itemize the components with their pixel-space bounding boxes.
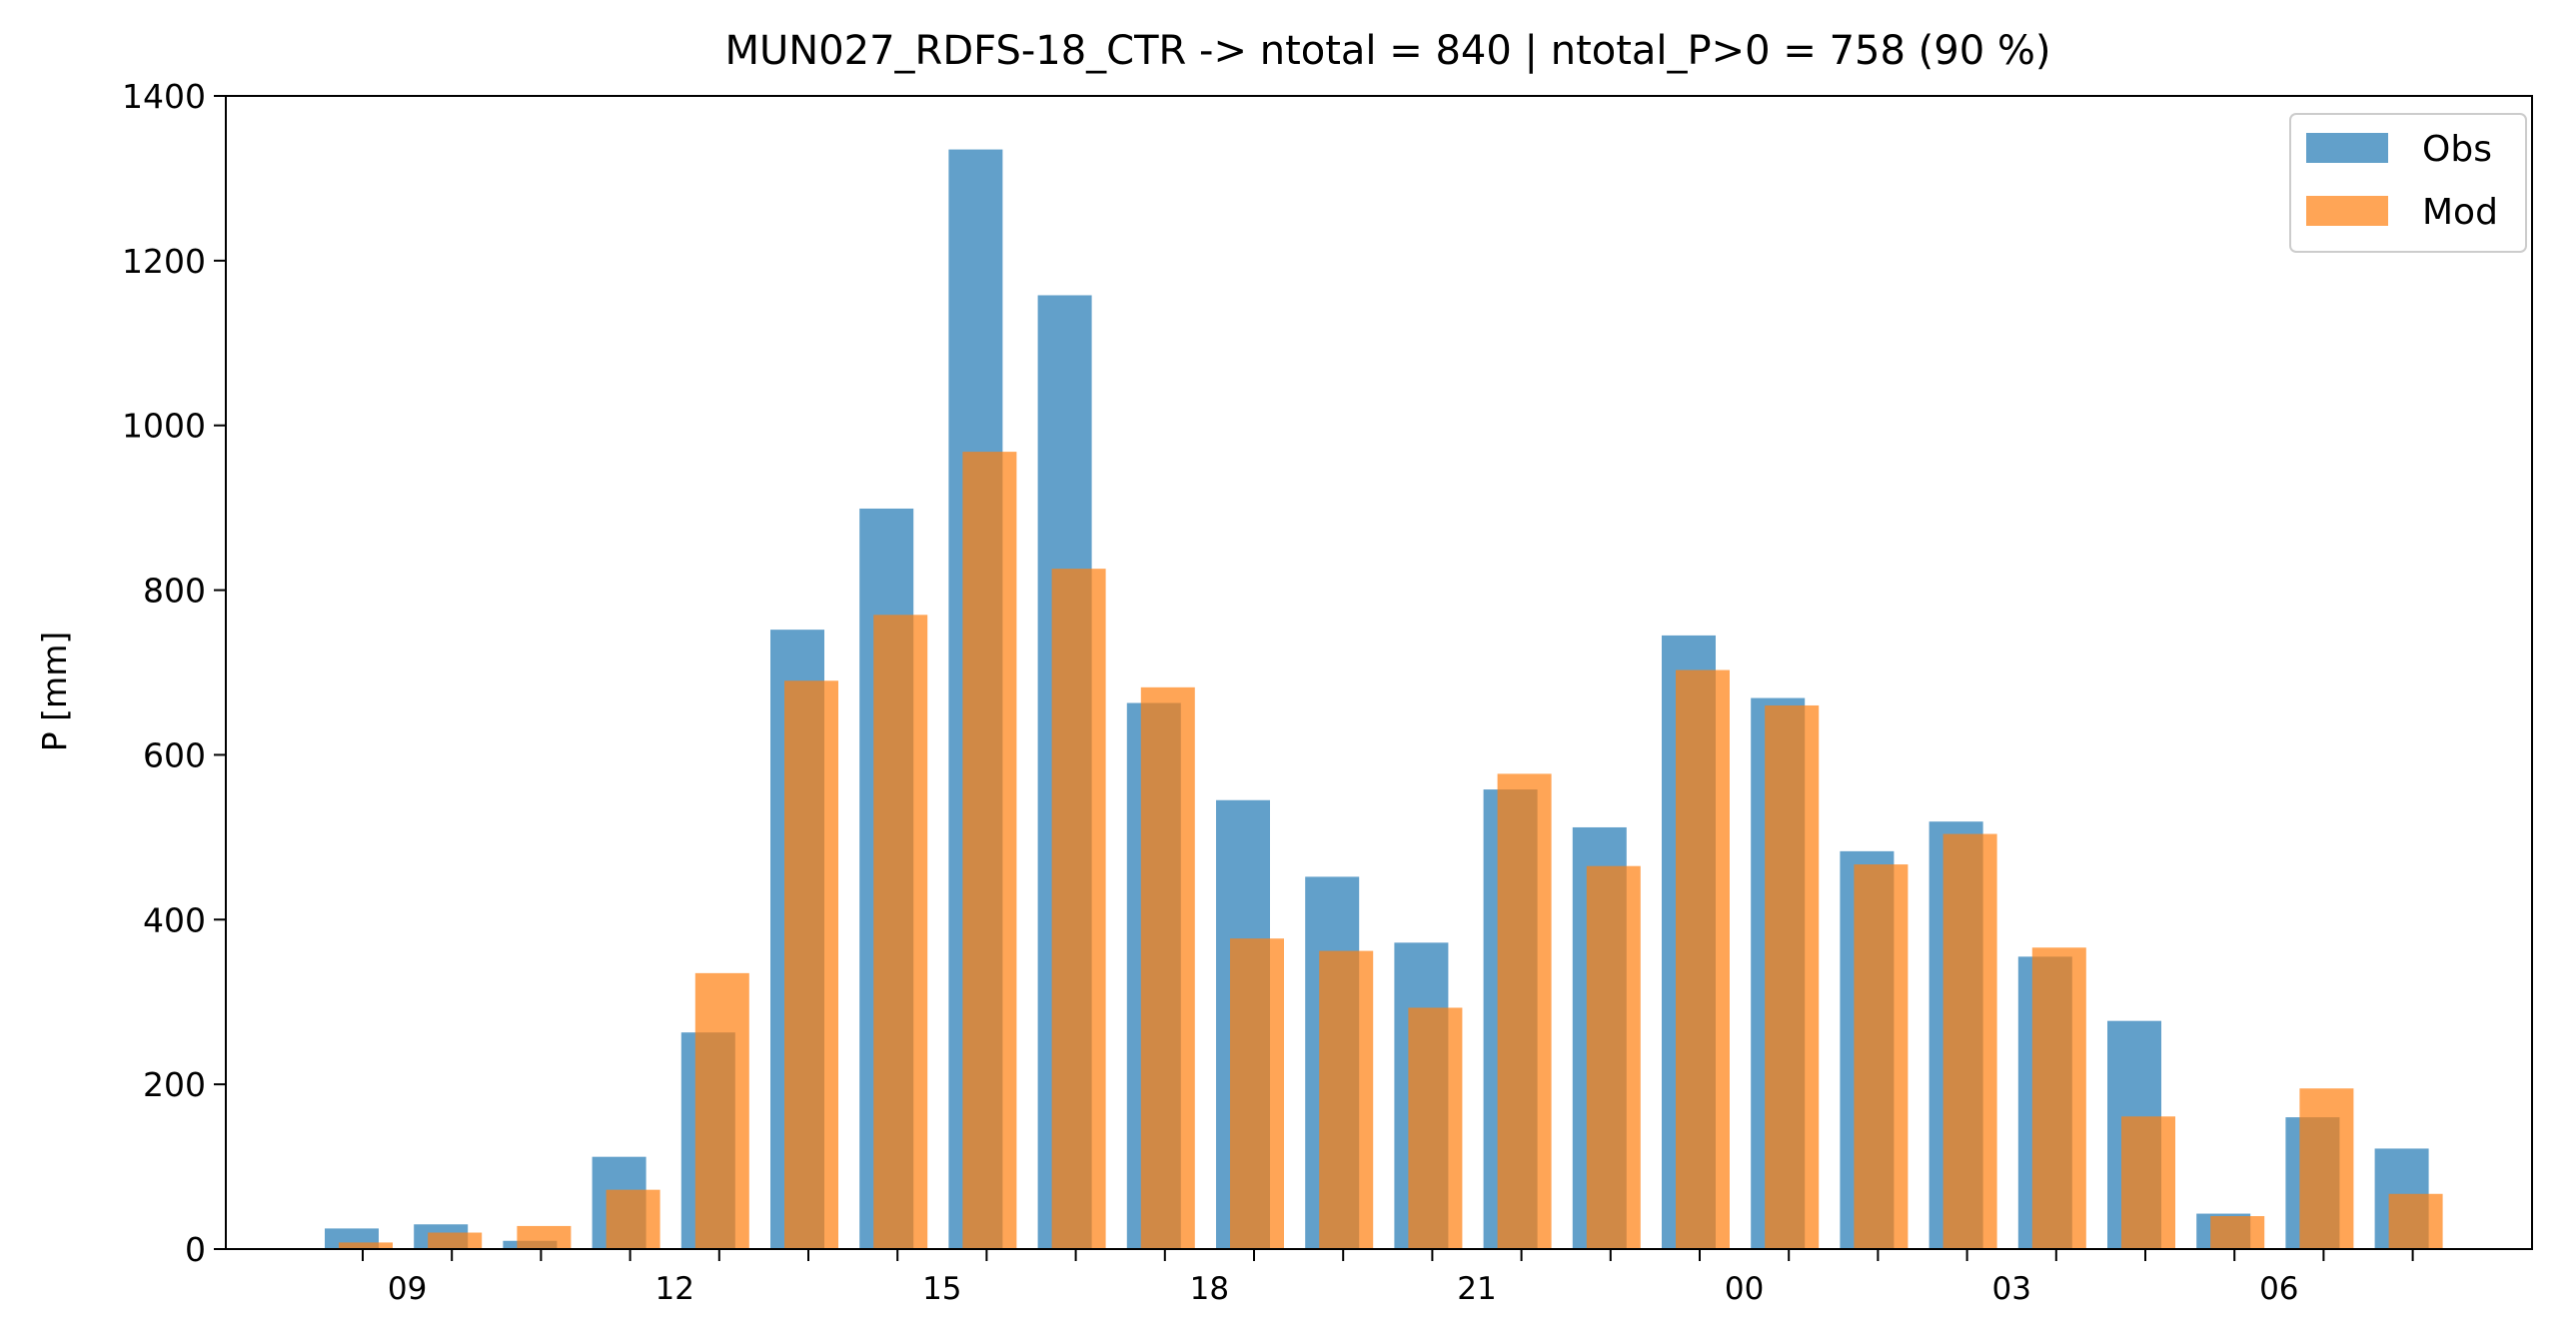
bars-layer [325, 149, 2443, 1249]
y-tick-label: 200 [143, 1065, 206, 1104]
x-tick-label: 18 [1190, 1271, 1229, 1307]
bar-mod-05 [2210, 1216, 2265, 1249]
bar-mod-18 [1230, 938, 1284, 1249]
y-axis-label: P [mm] [35, 632, 74, 751]
bar-mod-08 [339, 1242, 393, 1249]
bar-mod-22 [1586, 865, 1641, 1249]
x-tick-label: 12 [654, 1271, 693, 1307]
bar-mod-07 [2388, 1193, 2443, 1249]
y-tick-label: 400 [143, 900, 206, 939]
legend: Obs Mod [2289, 113, 2527, 253]
chart-title: MUN027_RDFS-18_CTR -> ntotal = 840 | nto… [725, 28, 2051, 74]
bar-mod-21 [1497, 773, 1552, 1249]
bar-mod-03 [2031, 947, 2086, 1249]
bar-mod-20 [1408, 1007, 1463, 1249]
bar-mod-17 [1140, 686, 1195, 1249]
bar-mod-13 [784, 680, 838, 1249]
plot-frame [225, 95, 2533, 1250]
bar-mod-11 [606, 1189, 660, 1249]
bar-mod-10 [517, 1225, 572, 1249]
bar-mod-14 [873, 615, 928, 1249]
bar-mod-04 [2121, 1116, 2175, 1249]
x-tick-label: 15 [922, 1271, 961, 1307]
y-tick-label: 1200 [122, 242, 206, 281]
bar-mod-01 [1854, 864, 1909, 1249]
y-tick-label: 1000 [122, 407, 206, 446]
x-tick-label: 00 [1725, 1271, 1764, 1307]
bar-mod-00 [1765, 704, 1820, 1249]
bar-mod-15 [962, 452, 1017, 1249]
axes-layer: 0 200 400 600 800 1000 1200 1400 09 12 15 18 21 00 03 0… [122, 77, 2533, 1307]
x-tick-label: 06 [2259, 1271, 2298, 1307]
x-tick-label: 03 [1991, 1271, 2030, 1307]
bar-mod-06 [2299, 1088, 2354, 1249]
bar-mod-23 [1676, 670, 1730, 1249]
x-tick-label: 09 [388, 1271, 427, 1307]
legend-label-mod: Mod [2422, 192, 2498, 233]
x-tick-label: 21 [1457, 1271, 1496, 1307]
legend-swatch-mod [2306, 196, 2388, 226]
y-tick-label: 600 [143, 735, 206, 774]
bar-mod-19 [1319, 950, 1374, 1249]
bar-mod-02 [1942, 833, 1997, 1249]
legend-swatch-obs [2306, 133, 2388, 163]
y-tick-label: 1400 [122, 77, 206, 116]
y-tick-label: 0 [185, 1230, 206, 1269]
bar-mod-16 [1051, 569, 1106, 1249]
bar-mod-09 [428, 1232, 483, 1249]
y-tick-label: 800 [143, 572, 206, 611]
bar-mod-12 [694, 972, 749, 1249]
legend-label-obs: Obs [2422, 129, 2492, 170]
